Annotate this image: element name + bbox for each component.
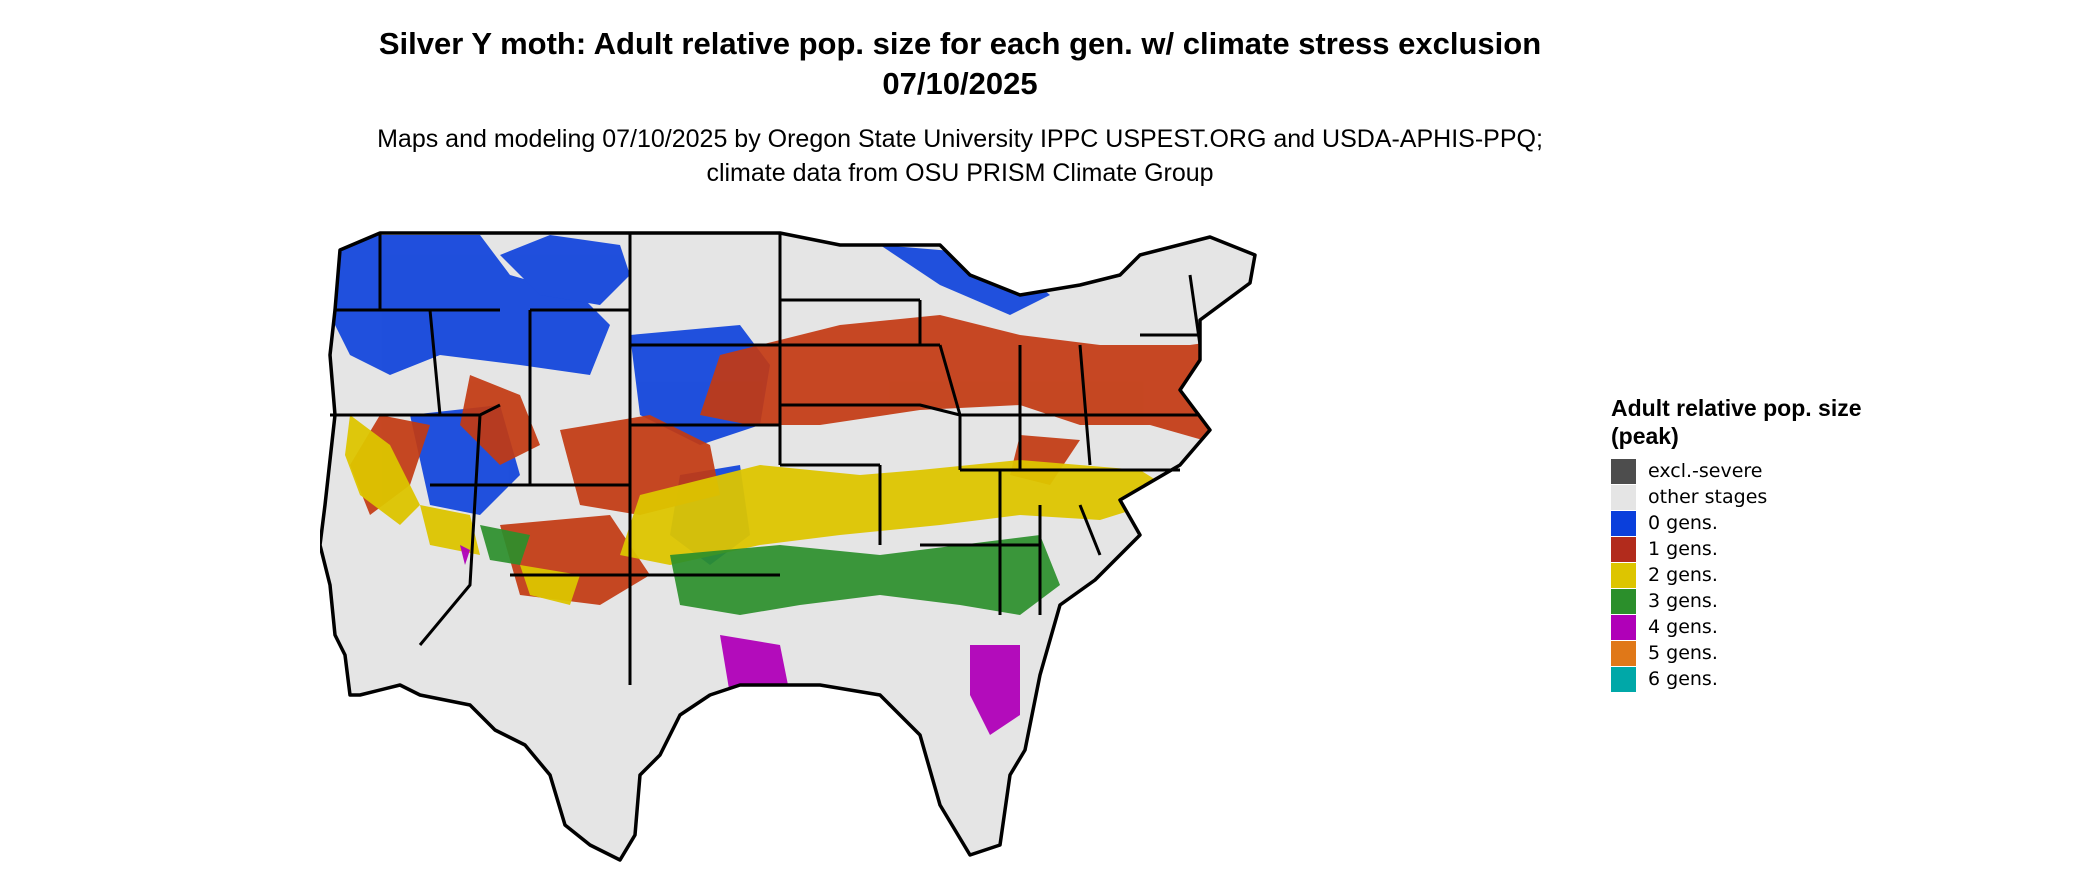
legend-item: 6 gens. [1611,666,1871,692]
legend-swatch [1611,562,1636,588]
legend: Adult relative pop. size (peak) excl.-se… [1611,394,1871,692]
us-map [320,231,1257,862]
legend-items: excl.-severe other stages 0 gens. 1 gens. 2 … [1611,458,1871,692]
legend-swatch [1611,484,1636,510]
legend-swatch [1611,614,1636,640]
state-borders [320,231,1257,862]
legend-label: 5 gens. [1648,642,1718,664]
legend-label: 1 gens. [1648,538,1718,560]
legend-label: 0 gens. [1648,512,1718,534]
legend-item: 0 gens. [1611,510,1871,536]
legend-label: excl.-severe [1648,460,1763,482]
legend-item: excl.-severe [1611,458,1871,484]
legend-item: 3 gens. [1611,588,1871,614]
legend-item: 1 gens. [1611,536,1871,562]
map-subtitle: Maps and modeling 07/10/2025 by Oregon S… [377,125,1543,187]
map-title: Silver Y moth: Adult relative pop. size … [378,26,1542,101]
region-3-gens [480,525,1060,615]
region-2-gens [345,415,1180,605]
legend-label: 2 gens. [1648,564,1718,586]
region-1-gens [350,315,1255,605]
legend-item: 2 gens. [1611,562,1871,588]
legend-swatch [1611,588,1636,614]
legend-item: other stages [1611,484,1871,510]
legend-label: 4 gens. [1648,616,1718,638]
legend-label: 6 gens. [1648,668,1718,690]
legend-swatch [1611,666,1636,692]
legend-title: Adult relative pop. size (peak) [1611,395,1862,449]
legend-item: 4 gens. [1611,614,1871,640]
legend-swatch [1611,536,1636,562]
legend-swatch [1611,640,1636,666]
map-fill [320,233,1255,860]
country-outline [320,231,1257,862]
legend-label: 3 gens. [1648,590,1718,612]
legend-swatch [1611,458,1636,484]
legend-label: other stages [1648,486,1768,508]
legend-swatch [1611,510,1636,536]
legend-item: 5 gens. [1611,640,1871,666]
